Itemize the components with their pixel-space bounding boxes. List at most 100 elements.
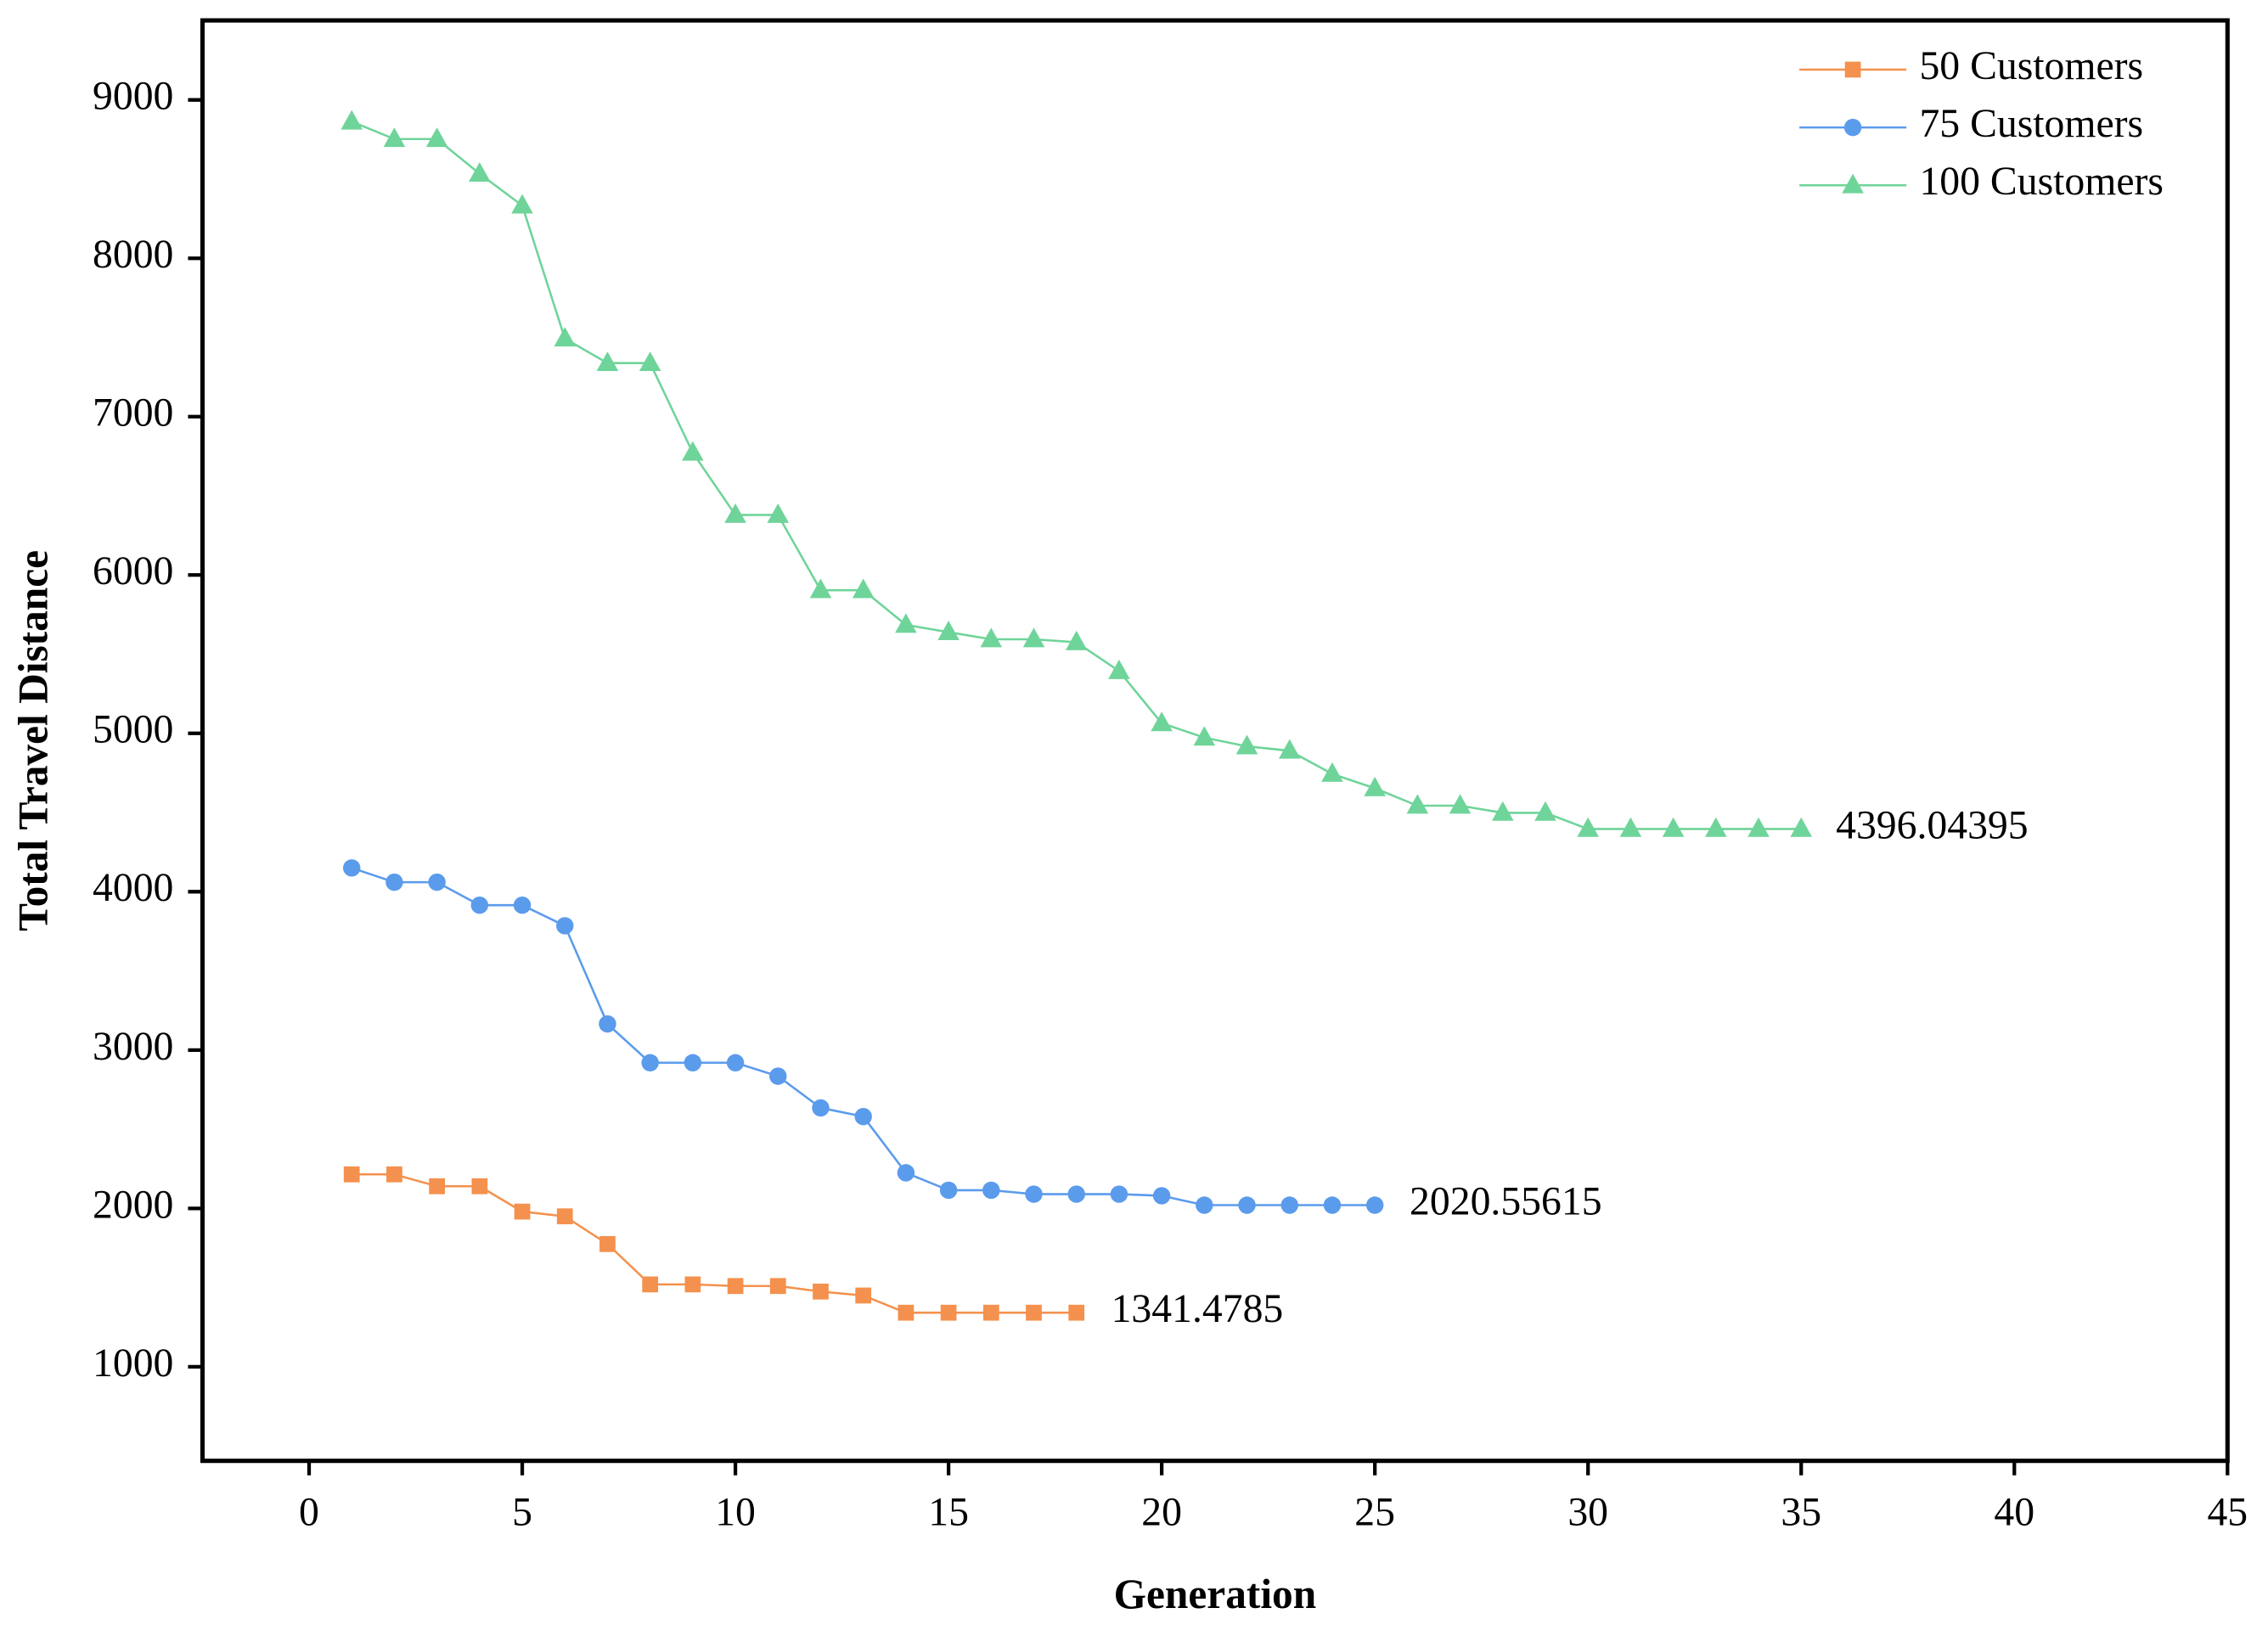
end-label: 1341.4785	[1111, 1287, 1284, 1331]
plot-frame	[200, 18, 2230, 1464]
marker	[682, 441, 704, 461]
marker	[1406, 794, 1429, 814]
marker	[1844, 61, 1861, 78]
y-tick-label: 5000	[93, 708, 173, 752]
marker	[895, 613, 917, 633]
x-tick-label: 30	[1567, 1490, 1608, 1534]
marker	[429, 1178, 445, 1195]
y-tick-label: 1000	[93, 1341, 173, 1386]
marker	[1065, 630, 1088, 650]
end-label: 2020.55615	[1410, 1179, 1602, 1223]
marker	[1619, 817, 1642, 837]
marker	[639, 351, 661, 372]
end-label: 4396.04395	[1836, 803, 2029, 847]
y-tick-label: 4000	[93, 866, 173, 910]
marker	[980, 627, 1003, 648]
marker	[599, 1015, 616, 1033]
y-tick-label: 7000	[93, 391, 173, 436]
marker	[514, 1203, 531, 1220]
marker	[809, 578, 832, 599]
y-tick-label: 8000	[93, 233, 173, 277]
marker	[897, 1164, 915, 1182]
x-tick-label: 20	[1141, 1490, 1182, 1534]
marker	[852, 578, 875, 599]
marker	[470, 896, 489, 914]
marker	[1193, 726, 1216, 746]
marker	[684, 1054, 702, 1071]
y-tick-label: 3000	[93, 1025, 173, 1069]
legend-label: 50 Customers	[1919, 44, 2143, 88]
series-line	[352, 1172, 1077, 1314]
marker	[813, 1283, 829, 1300]
y-tick-label: 6000	[93, 549, 173, 593]
marker	[982, 1304, 999, 1321]
y-tick-label: 9000	[93, 75, 173, 119]
legend-label: 75 Customers	[1919, 102, 2143, 146]
marker	[1492, 801, 1514, 821]
marker	[767, 503, 790, 523]
marker	[1843, 118, 1862, 137]
marker	[1278, 739, 1301, 759]
x-tick-label: 45	[2207, 1490, 2248, 1534]
marker	[599, 1235, 616, 1252]
marker	[1790, 817, 1813, 837]
marker	[1842, 173, 1864, 194]
marker	[855, 1287, 872, 1304]
x-tick-label: 35	[1781, 1490, 1821, 1534]
marker	[939, 1181, 958, 1200]
series-line	[351, 867, 1376, 1206]
marker	[1108, 659, 1130, 679]
marker	[937, 620, 960, 640]
marker	[1364, 776, 1386, 796]
marker	[1280, 1196, 1298, 1214]
marker	[982, 1181, 1000, 1200]
marker	[1067, 1185, 1085, 1203]
marker	[1235, 734, 1258, 755]
marker	[1323, 1196, 1342, 1214]
marker	[1662, 817, 1685, 837]
marker	[1110, 1185, 1128, 1203]
marker	[642, 1276, 659, 1293]
series-line	[351, 121, 1802, 830]
y-axis-title: Total Travel Distance	[10, 550, 57, 931]
marker	[1025, 1185, 1043, 1203]
marker	[596, 351, 619, 372]
marker	[343, 1166, 360, 1183]
marker	[1151, 711, 1173, 732]
marker	[1321, 762, 1343, 782]
marker	[769, 1278, 786, 1295]
marker	[513, 896, 532, 914]
legend-label: 100 Customers	[1919, 160, 2163, 204]
marker	[1068, 1304, 1085, 1321]
marker	[471, 1178, 488, 1195]
marker	[428, 873, 446, 891]
marker	[641, 1054, 659, 1071]
marker	[1577, 817, 1599, 837]
marker	[554, 327, 577, 347]
marker	[340, 110, 363, 130]
marker	[342, 859, 361, 877]
x-tick-label: 0	[299, 1490, 319, 1534]
x-tick-label: 10	[715, 1490, 756, 1534]
marker	[724, 503, 746, 523]
marker	[556, 917, 574, 935]
marker	[684, 1276, 701, 1293]
marker	[1449, 794, 1472, 814]
marker	[1238, 1196, 1256, 1214]
marker	[386, 1166, 402, 1183]
marker	[1196, 1196, 1213, 1214]
y-tick-label: 2000	[93, 1183, 173, 1227]
marker	[898, 1304, 915, 1321]
marker	[726, 1054, 745, 1071]
x-tick-label: 5	[512, 1490, 532, 1534]
marker	[1365, 1196, 1384, 1214]
marker	[940, 1304, 957, 1321]
x-tick-label: 25	[1354, 1490, 1395, 1534]
marker	[1747, 817, 1770, 837]
marker	[425, 127, 448, 148]
x-axis-title: Generation	[1114, 1571, 1317, 1617]
marker	[1152, 1187, 1171, 1205]
marker	[1022, 627, 1045, 648]
x-tick-label: 40	[1994, 1490, 2034, 1534]
